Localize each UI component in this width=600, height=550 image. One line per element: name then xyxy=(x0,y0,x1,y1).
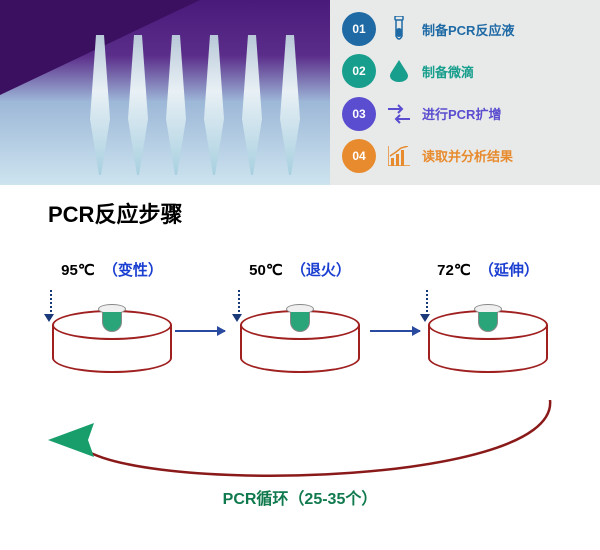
step-number-badge: 04 xyxy=(342,139,376,173)
stage-name: （退火） xyxy=(291,262,351,279)
pcr-stage: 72℃ （延伸） xyxy=(408,259,568,398)
transfer-icon xyxy=(388,100,410,128)
pipette-icon xyxy=(280,35,300,175)
stage-name: （延伸） xyxy=(479,262,539,279)
step-number-badge: 01 xyxy=(342,12,376,46)
pipette-icon xyxy=(166,35,186,175)
sample-tube-icon xyxy=(286,304,314,334)
pcr-stage: 50℃ （退火） xyxy=(220,259,380,398)
workflow-steps-panel: 01 制备PCR反应液 02 制备微滴 03 进行PCR扩增 04 读取并分析结… xyxy=(330,0,600,185)
pcr-stage: 95℃ （变性） xyxy=(32,259,192,398)
stage-temperature: 50℃ xyxy=(249,262,283,279)
flow-arrow-icon xyxy=(370,330,420,332)
stage-label: 95℃ （变性） xyxy=(61,259,163,280)
step-label: 制备微滴 xyxy=(422,62,474,81)
pipette-icon xyxy=(242,35,262,175)
step-label: 进行PCR扩增 xyxy=(422,104,501,123)
section-title: PCR反应步骤 xyxy=(48,197,182,229)
workflow-step: 03 进行PCR扩增 xyxy=(342,97,588,131)
step-label: 读取并分析结果 xyxy=(422,146,513,165)
pcr-stages-row: 95℃ （变性） 50℃ （退火） xyxy=(0,259,600,398)
step-number-badge: 03 xyxy=(342,97,376,131)
cycle-arrow-head-icon xyxy=(48,423,94,457)
pipette-icon xyxy=(90,35,110,175)
workflow-step: 04 读取并分析结果 xyxy=(342,139,588,173)
pipette-icon xyxy=(204,35,224,175)
sample-tube-icon xyxy=(98,304,126,334)
stage-name: （变性） xyxy=(103,262,163,279)
stage-temperature: 95℃ xyxy=(61,262,95,279)
droplet-icon xyxy=(388,57,410,85)
thermocycler-well-icon xyxy=(42,298,182,398)
tube-icon xyxy=(388,15,410,43)
stage-label: 72℃ （延伸） xyxy=(437,259,539,280)
step-number-badge: 02 xyxy=(342,54,376,88)
pipette-photo-panel xyxy=(0,0,330,185)
stage-temperature: 72℃ xyxy=(437,262,471,279)
thermocycler-well-icon xyxy=(418,298,558,398)
step-label: 制备PCR反应液 xyxy=(422,20,514,39)
thermocycler-well-icon xyxy=(230,298,370,398)
sample-tube-icon xyxy=(474,304,502,334)
stage-label: 50℃ （退火） xyxy=(249,259,351,280)
pipette-icon xyxy=(128,35,148,175)
workflow-step: 01 制备PCR反应液 xyxy=(342,12,588,46)
workflow-step: 02 制备微滴 xyxy=(342,54,588,88)
cycle-label: PCR循环（25-35个） xyxy=(0,485,600,509)
chart-icon xyxy=(388,142,410,170)
flow-arrow-icon xyxy=(175,330,225,332)
